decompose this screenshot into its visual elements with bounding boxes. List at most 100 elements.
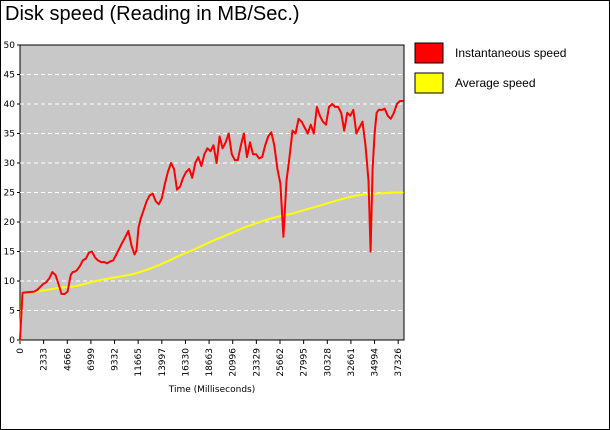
- instantaneous-speed-point: [369, 250, 372, 253]
- instantaneous-speed-point: [364, 144, 367, 147]
- instantaneous-speed-point: [51, 271, 54, 273]
- average-speed-line: [19, 191, 403, 341]
- instantaneous-speed-point: [137, 227, 140, 229]
- average-speed-point: [262, 220, 265, 222]
- average-speed-point: [242, 227, 244, 229]
- gridlines: [20, 74, 404, 311]
- y-tick-label: 30: [4, 159, 16, 169]
- x-tick-label: 4666: [63, 348, 73, 371]
- instantaneous-speed-point: [291, 129, 294, 132]
- instantaneous-speed-point: [173, 168, 175, 170]
- instantaneous-speed-point: [139, 218, 142, 220]
- average-speed-point: [100, 279, 102, 281]
- x-axis-label: Time (Milliseconds): [168, 385, 255, 395]
- instantaneous-speed-point: [375, 112, 378, 114]
- instantaneous-speed-point: [188, 168, 190, 170]
- y-tick-label: 40: [4, 100, 16, 110]
- instantaneous-speed-point: [191, 177, 193, 179]
- instantaneous-speed-point: [380, 109, 383, 111]
- instantaneous-speed-point: [69, 274, 72, 276]
- y-tick-label: 20: [4, 218, 16, 228]
- instantaneous-speed-point: [212, 144, 215, 147]
- instantaneous-speed-point: [306, 132, 309, 135]
- average-speed-point: [191, 249, 193, 252]
- instantaneous-speed-point: [322, 120, 324, 123]
- instantaneous-speed-point: [261, 156, 264, 158]
- average-speed-point: [90, 281, 92, 284]
- average-speed-point: [49, 288, 52, 291]
- average-speed-point: [292, 212, 295, 214]
- x-tick-label: 6999: [87, 348, 97, 371]
- instantaneous-speed-point: [358, 126, 361, 129]
- instantaneous-speed-point: [402, 100, 404, 102]
- average-speed-point: [161, 263, 163, 265]
- instantaneous-speed-point: [258, 157, 260, 160]
- instantaneous-speed-point: [227, 132, 230, 135]
- average-speed-point: [302, 209, 305, 211]
- instantaneous-speed-point: [377, 109, 380, 111]
- instantaneous-speed-point: [340, 112, 343, 114]
- instantaneous-speed-point: [106, 262, 108, 265]
- instantaneous-speed-point: [48, 277, 51, 279]
- instantaneous-speed-point: [276, 168, 279, 170]
- instantaneous-speed-point: [334, 106, 336, 108]
- instantaneous-speed-point: [71, 271, 74, 273]
- instantaneous-speed-point: [288, 156, 291, 158]
- y-tick-label: 50: [4, 41, 16, 51]
- instantaneous-speed-point: [200, 165, 203, 167]
- instantaneous-speed-point: [33, 290, 35, 293]
- average-speed-point: [383, 192, 386, 194]
- instantaneous-speed-point: [218, 135, 221, 138]
- instantaneous-speed-point: [94, 256, 96, 259]
- instantaneous-speed-point: [361, 120, 364, 123]
- instantaneous-speed-point: [373, 132, 376, 135]
- average-speed-point: [120, 275, 123, 278]
- instantaneous-speed-point: [310, 123, 312, 126]
- instantaneous-speed-point: [337, 106, 339, 108]
- series-layer: [19, 100, 404, 341]
- y-axis-ticks: 0 5 10 15 20 25 30 35 40 45 50: [4, 41, 20, 346]
- average-speed-point: [69, 286, 72, 288]
- instantaneous-speed-point: [100, 261, 102, 263]
- instantaneous-speed-point: [243, 132, 245, 135]
- instantaneous-speed-point: [39, 286, 42, 288]
- y-tick-label: 15: [4, 248, 15, 258]
- average-speed-point: [323, 203, 325, 206]
- instantaneous-speed-point: [240, 144, 242, 147]
- instantaneous-speed-point: [390, 118, 392, 120]
- instantaneous-speed-point: [42, 283, 45, 285]
- instantaneous-speed-point: [170, 162, 172, 164]
- x-tick-label: 20996: [229, 348, 239, 377]
- instantaneous-speed-point: [252, 153, 254, 155]
- instantaneous-speed-point: [273, 144, 276, 147]
- instantaneous-speed-point: [264, 144, 267, 147]
- instantaneous-speed-point: [88, 251, 90, 254]
- average-speed-point: [232, 231, 234, 234]
- instantaneous-speed-point: [130, 244, 133, 247]
- instantaneous-speed-point: [331, 103, 333, 105]
- instantaneous-speed-point: [145, 200, 148, 203]
- instantaneous-speed-point: [36, 289, 38, 291]
- instantaneous-speed-point: [346, 112, 349, 114]
- x-tick-label: 23329: [252, 348, 262, 377]
- instantaneous-speed-point: [182, 177, 184, 179]
- instantaneous-speed-point: [221, 147, 224, 150]
- instantaneous-speed-point: [399, 100, 401, 102]
- instantaneous-speed-point: [133, 253, 136, 256]
- average-speed-point: [221, 236, 224, 238]
- instantaneous-speed-point: [387, 115, 389, 117]
- instantaneous-speed-point: [127, 230, 130, 232]
- x-tick-label: 9332: [111, 348, 121, 371]
- average-speed-point: [394, 191, 396, 194]
- x-tick-label: 37326: [394, 348, 404, 377]
- instantaneous-speed-point: [66, 290, 69, 293]
- legend-swatch: [414, 72, 444, 94]
- y-tick-label: 5: [9, 307, 15, 317]
- instantaneous-speed-point: [79, 265, 81, 268]
- instantaneous-speed-point: [167, 171, 169, 173]
- instantaneous-speed-point: [118, 247, 121, 250]
- average-speed-point: [110, 277, 112, 279]
- instantaneous-speed-point: [63, 293, 66, 295]
- instantaneous-speed-point: [54, 274, 57, 276]
